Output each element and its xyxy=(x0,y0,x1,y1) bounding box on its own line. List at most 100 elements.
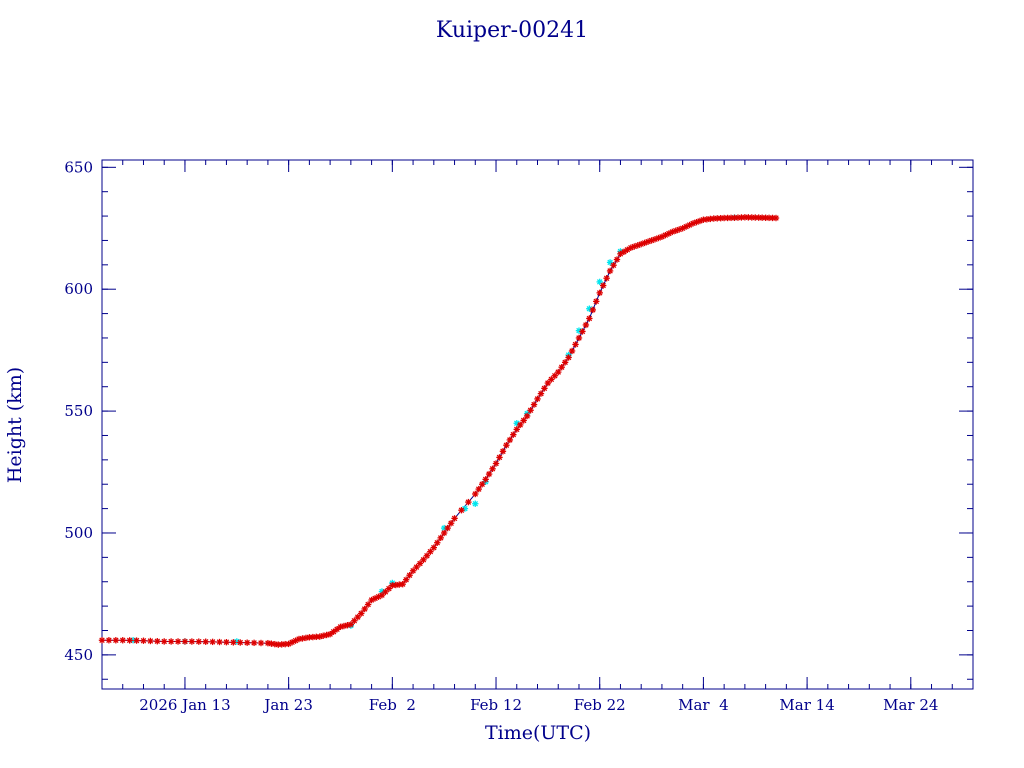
data-point xyxy=(568,347,576,355)
data-point xyxy=(496,454,503,461)
data-point xyxy=(447,520,455,527)
data-point xyxy=(112,637,120,644)
data-point xyxy=(209,638,216,646)
data-point xyxy=(530,401,538,408)
data-point xyxy=(174,638,182,645)
data-point xyxy=(161,638,168,645)
x-tick-label: Jan 23 xyxy=(262,696,312,714)
data-point xyxy=(402,576,410,583)
data-point xyxy=(216,638,223,646)
data-point xyxy=(326,630,334,638)
data-point xyxy=(772,214,780,222)
data-point xyxy=(606,267,614,275)
data-point xyxy=(586,315,593,322)
data-point xyxy=(154,638,161,645)
data-point xyxy=(257,639,265,647)
data-point xyxy=(610,262,617,269)
data-point xyxy=(537,390,545,397)
data-point xyxy=(555,368,562,376)
y-tick-label: 450 xyxy=(64,646,93,664)
data-point xyxy=(351,617,358,624)
x-tick-label: 2026 Jan 13 xyxy=(139,696,230,714)
data-point xyxy=(451,515,458,522)
data-point xyxy=(243,639,251,646)
x-tick-label: Mar 24 xyxy=(883,696,938,714)
y-tick-label: 500 xyxy=(64,524,93,542)
data-point xyxy=(596,289,603,297)
data-point xyxy=(599,282,607,289)
data-point xyxy=(364,601,372,608)
data-point xyxy=(382,588,389,596)
data-point xyxy=(430,544,438,551)
data-point xyxy=(434,539,441,546)
data-point xyxy=(437,534,444,542)
data-point xyxy=(593,298,600,305)
data-point xyxy=(517,421,524,429)
data-point xyxy=(606,259,614,266)
data-point xyxy=(119,637,126,644)
data-point xyxy=(558,364,565,371)
data-point xyxy=(603,275,610,282)
data-point xyxy=(444,524,451,532)
data-point xyxy=(527,407,534,414)
data-point xyxy=(420,556,427,563)
data-point xyxy=(458,507,465,514)
data-point xyxy=(105,637,113,644)
data-point xyxy=(478,481,486,488)
data-point xyxy=(572,341,579,348)
data-point xyxy=(472,490,479,498)
data-point xyxy=(333,626,341,633)
x-tick-label: Mar 14 xyxy=(779,696,834,714)
axis-ticks xyxy=(101,160,974,689)
data-point xyxy=(465,498,472,506)
data-point xyxy=(485,470,493,478)
data-point xyxy=(472,500,479,507)
data-point xyxy=(503,442,510,449)
data-point xyxy=(613,256,621,263)
y-tick-label: 650 xyxy=(64,158,93,176)
data-point xyxy=(548,376,555,383)
data-point xyxy=(358,610,365,617)
data-point xyxy=(513,426,520,433)
data-point xyxy=(126,637,133,644)
y-tick-label: 600 xyxy=(64,280,93,298)
x-axis-label: Time(UTC) xyxy=(485,722,591,744)
data-point xyxy=(133,637,140,644)
data-point xyxy=(98,637,106,644)
y-tick-label: 550 xyxy=(64,402,93,420)
data-point xyxy=(195,638,202,645)
data-point xyxy=(482,476,489,483)
data-point xyxy=(475,485,482,493)
data-point xyxy=(202,638,209,645)
data-point xyxy=(223,638,230,646)
plot-frame xyxy=(101,159,974,690)
data-point xyxy=(147,637,154,645)
y-axis-label: Height (km) xyxy=(4,367,26,483)
data-point xyxy=(399,580,406,588)
data-point xyxy=(589,306,597,314)
x-tick-label: Feb 12 xyxy=(470,696,522,714)
x-tick-label: Feb 22 xyxy=(574,696,626,714)
data-point xyxy=(140,637,147,644)
data-point xyxy=(582,321,590,329)
data-point xyxy=(506,436,514,444)
data-point xyxy=(330,628,337,635)
data-point xyxy=(406,572,413,579)
data-point xyxy=(188,638,196,645)
data-point xyxy=(167,638,175,645)
data-point xyxy=(237,639,244,646)
tick-labels: 2026 Jan 13 Jan 23 Feb 2 Feb 12 Feb 22 Mar 4 M… xyxy=(64,158,938,714)
data-point xyxy=(440,529,448,537)
data-point xyxy=(575,334,583,342)
data-point xyxy=(520,417,527,424)
data-point xyxy=(489,465,496,472)
data-point xyxy=(561,359,569,366)
x-tick-label: Mar 4 xyxy=(678,696,729,714)
data-point xyxy=(565,354,572,361)
trend-line xyxy=(102,216,777,646)
data-point xyxy=(579,328,586,335)
data-point xyxy=(541,385,548,392)
data-point xyxy=(230,639,237,646)
data-point xyxy=(499,448,507,455)
